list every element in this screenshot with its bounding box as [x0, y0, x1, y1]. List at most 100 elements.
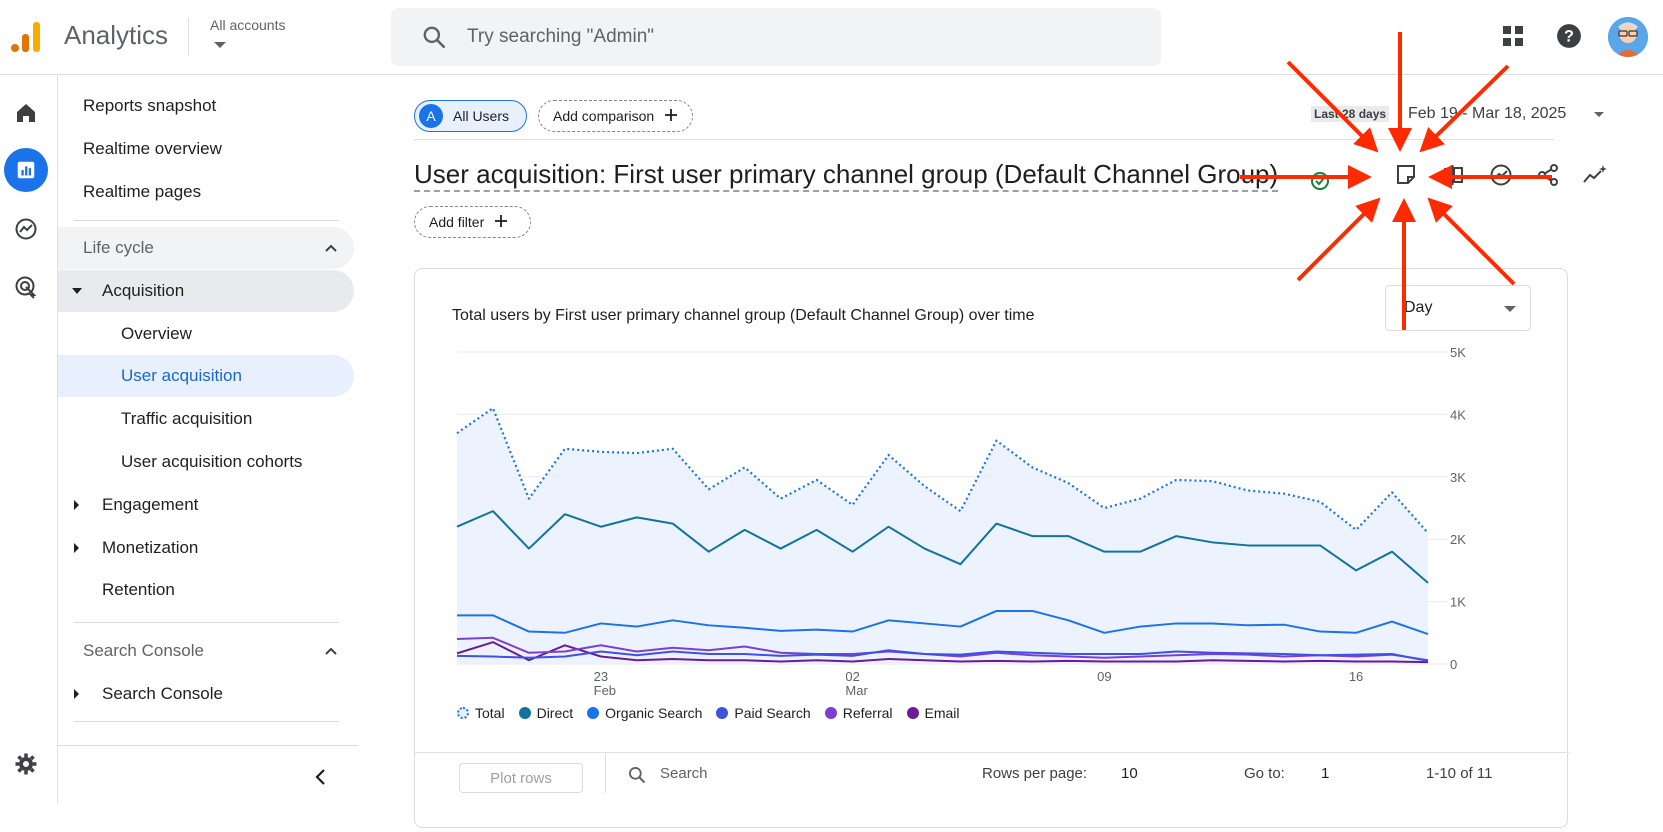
y-tick-label: 4K: [1450, 407, 1466, 422]
granularity-value: Day: [1404, 299, 1433, 316]
nav-traffic-acquisition[interactable]: Traffic acquisition: [121, 409, 253, 428]
segment-badge: A: [419, 104, 443, 128]
y-tick-label: 3K: [1450, 470, 1466, 485]
chevron-down-icon: [1504, 306, 1516, 312]
legend-item[interactable]: Paid Search: [716, 705, 811, 721]
advertising-icon[interactable]: [4, 265, 48, 309]
nav-search-console[interactable]: Search Console: [58, 673, 354, 715]
toolbar-separator: [605, 753, 606, 793]
add-comparison-label: Add comparison: [553, 108, 655, 124]
legend-swatch: [587, 707, 600, 719]
legend-item[interactable]: Direct: [518, 705, 574, 721]
nav-item-label: Monetization: [102, 538, 199, 557]
add-filter-label: Add filter: [429, 214, 485, 230]
nav-section-life-cycle[interactable]: Life cycle: [58, 227, 354, 269]
table-search-input[interactable]: Search: [660, 765, 708, 782]
nav-engagement[interactable]: Engagement: [58, 484, 354, 526]
nav-user-acquisition-cohorts[interactable]: User acquisition cohorts: [121, 452, 303, 471]
series-line-direct: [456, 510, 1429, 584]
insights-icon[interactable]: [1483, 157, 1519, 193]
main-content: A All Users Add comparison Feb 19 - Mar …: [358, 75, 1663, 828]
date-range-caret-icon[interactable]: [1594, 112, 1604, 117]
granularity-select[interactable]: Day: [1385, 285, 1531, 331]
help-icon[interactable]: ?: [1553, 20, 1585, 52]
legend-item[interactable]: Organic Search: [587, 705, 702, 721]
legend-swatch: [824, 707, 837, 719]
date-range-label[interactable]: Feb 19 - Mar 18, 2025: [1408, 105, 1567, 122]
chart-card: Total users by First user primary channe…: [414, 268, 1569, 828]
page-title[interactable]: User acquisition: First user primary cha…: [414, 159, 1279, 192]
search-bar[interactable]: [391, 8, 1161, 66]
account-picker-caret-icon[interactable]: [214, 42, 226, 48]
nav-monetization[interactable]: Monetization: [58, 527, 354, 569]
caret-down-icon: [72, 288, 82, 294]
legend-swatch: [906, 707, 919, 719]
nav-acquisition[interactable]: Acquisition: [58, 270, 354, 312]
nav-reports-snapshot[interactable]: Reports snapshot: [83, 96, 217, 115]
compare-icon[interactable]: [1435, 157, 1471, 193]
customize-report-icon[interactable]: [1388, 157, 1424, 193]
nav-overview[interactable]: Overview: [121, 324, 192, 343]
nav-section-search-console[interactable]: Search Console: [58, 630, 354, 672]
caret-right-icon: [74, 543, 79, 553]
plot-rows-button[interactable]: Plot rows: [459, 763, 583, 793]
legend-item[interactable]: Referral: [824, 705, 893, 721]
segment-label: All Users: [453, 108, 510, 124]
nav-divider: [74, 220, 339, 221]
nav-realtime-overview[interactable]: Realtime overview: [83, 139, 222, 158]
x-tick-label: 09: [1097, 669, 1111, 684]
sparkle-trend-icon[interactable]: [1577, 157, 1613, 193]
check-circle-icon[interactable]: [1303, 165, 1337, 197]
top-app-bar: Analytics All accounts ?: [0, 0, 1663, 75]
add-filter-button[interactable]: Add filter: [414, 206, 531, 238]
legend-label: Email: [924, 705, 960, 721]
rows-per-page-select[interactable]: 10: [1121, 765, 1138, 782]
date-range-badge: Last 28 days: [1311, 106, 1390, 122]
nav-retention[interactable]: Retention: [102, 580, 175, 599]
nav-bottom-divider: [58, 745, 358, 746]
series-line-total: [456, 407, 1429, 534]
search-input[interactable]: [467, 20, 1067, 54]
legend-label: Paid Search: [734, 705, 811, 721]
nav-realtime-pages[interactable]: Realtime pages: [83, 182, 202, 201]
header-divider: [188, 18, 189, 56]
legend-label: Direct: [536, 705, 574, 721]
plus-icon: [664, 108, 678, 125]
explore-icon[interactable]: [4, 207, 48, 251]
nav-divider: [74, 721, 339, 722]
nav-item-label: Search Console: [102, 684, 223, 703]
series-line-email: [456, 641, 1429, 664]
account-picker-label[interactable]: All accounts: [210, 17, 286, 33]
series-line-paid-search: [456, 649, 1429, 662]
analytics-logo-icon[interactable]: [8, 18, 44, 54]
settings-gear-icon[interactable]: [10, 748, 42, 780]
segment-chip-all-users[interactable]: A All Users: [414, 100, 527, 132]
nav-section-label: Search Console: [83, 641, 204, 660]
share-icon[interactable]: [1530, 157, 1566, 193]
nav-divider: [74, 622, 339, 623]
svg-text:?: ?: [1564, 27, 1574, 45]
add-comparison-button[interactable]: Add comparison: [538, 100, 693, 132]
account-avatar[interactable]: [1608, 17, 1648, 57]
chart-legend: Total Direct Organic Search Paid Search Refe…: [457, 705, 960, 721]
chevron-up-icon: [324, 238, 338, 258]
total-area-fill: [457, 408, 1428, 664]
series-line-organic-search: [457, 609, 1429, 635]
legend-item[interactable]: Email: [906, 705, 960, 721]
goto-input[interactable]: 1: [1321, 765, 1330, 782]
legend-item[interactable]: Total: [457, 705, 505, 721]
y-tick-label: 0: [1450, 657, 1457, 672]
pagination-range: 1-10 of 11: [1426, 765, 1493, 782]
nav-user-acquisition[interactable]: User acquisition: [58, 355, 354, 397]
x-tick-sublabel: Mar: [845, 683, 868, 698]
legend-swatch: [457, 707, 469, 719]
legend-swatch: [518, 707, 531, 719]
search-icon: [421, 24, 447, 55]
reports-icon[interactable]: [4, 148, 48, 192]
collapse-nav-chevron-left-icon[interactable]: [306, 762, 336, 792]
apps-grid-icon[interactable]: [1497, 20, 1529, 52]
legend-label: Organic Search: [605, 705, 703, 721]
home-icon[interactable]: [4, 91, 48, 135]
x-tick-sublabel: Feb: [594, 683, 616, 698]
